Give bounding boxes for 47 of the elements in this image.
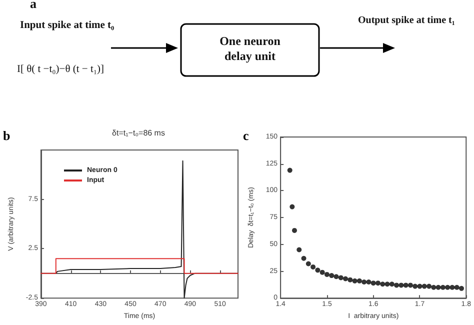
point <box>426 284 432 289</box>
text: I[ θ( t −t₀)−θ (t − t₁)] <box>17 64 104 75</box>
point <box>394 282 400 288</box>
point <box>338 275 344 280</box>
point <box>389 282 394 287</box>
point <box>334 274 339 280</box>
point <box>412 284 418 289</box>
point <box>398 282 404 288</box>
point <box>384 282 390 287</box>
point <box>376 280 380 286</box>
point <box>362 279 367 284</box>
point <box>380 282 386 287</box>
point <box>306 261 311 266</box>
point <box>440 284 446 290</box>
text: c <box>243 128 249 144</box>
point <box>422 284 427 289</box>
point <box>408 282 413 288</box>
point <box>450 284 455 290</box>
point <box>324 272 330 277</box>
text: a <box>30 0 36 12</box>
point <box>296 247 302 252</box>
text: Input spike at time t₀ <box>20 20 114 31</box>
point <box>417 284 422 289</box>
point <box>431 284 436 290</box>
point <box>292 228 297 233</box>
point <box>290 204 295 210</box>
point <box>315 268 320 273</box>
text: b <box>3 128 10 144</box>
point <box>287 168 292 173</box>
point <box>436 284 441 290</box>
point <box>403 282 408 288</box>
point <box>366 279 372 284</box>
text: One neuron delay unit <box>218 34 282 64</box>
point <box>356 278 362 284</box>
point <box>459 286 464 291</box>
point <box>310 264 316 270</box>
point <box>348 277 353 282</box>
point <box>320 270 325 275</box>
point <box>445 284 450 290</box>
chart-title: δt=t₁−t₀=86 ms <box>112 128 165 138</box>
text: Output spike at time t₁ <box>358 15 455 26</box>
point <box>352 278 358 284</box>
point <box>454 284 460 290</box>
point <box>329 273 334 278</box>
point <box>370 280 376 286</box>
point <box>343 276 348 282</box>
point <box>301 256 306 261</box>
